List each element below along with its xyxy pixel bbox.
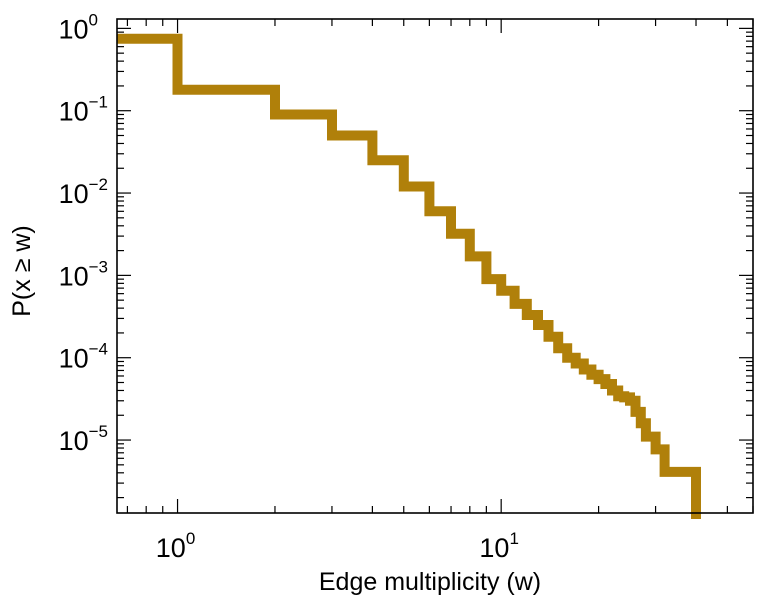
y-tick-label: 10−5 [59, 422, 108, 456]
y-tick-label: 10−4 [59, 340, 108, 374]
y-tick-label: 10−3 [59, 257, 108, 291]
y-tick-label: 10−1 [59, 93, 108, 127]
y-tick-labels: 100 10−1 10−2 10−3 10−4 10−5 [58, 10, 108, 456]
series-layer [117, 33, 701, 519]
x-axis-title: Edge multiplicity (w) [319, 568, 541, 596]
major-ticks [117, 19, 753, 513]
x-tick-label: 101 [479, 529, 519, 563]
y-tick-label: 100 [58, 10, 98, 44]
y-axis-title: P(x ≥ w) [8, 225, 36, 317]
y-tick-label: 10−2 [59, 175, 108, 209]
minor-ticks [117, 19, 754, 513]
x-tick-label: 100 [156, 529, 196, 563]
plot-frame [116, 18, 754, 514]
series-line-0 [117, 33, 701, 519]
x-tick-labels: 100 101 [156, 529, 519, 563]
